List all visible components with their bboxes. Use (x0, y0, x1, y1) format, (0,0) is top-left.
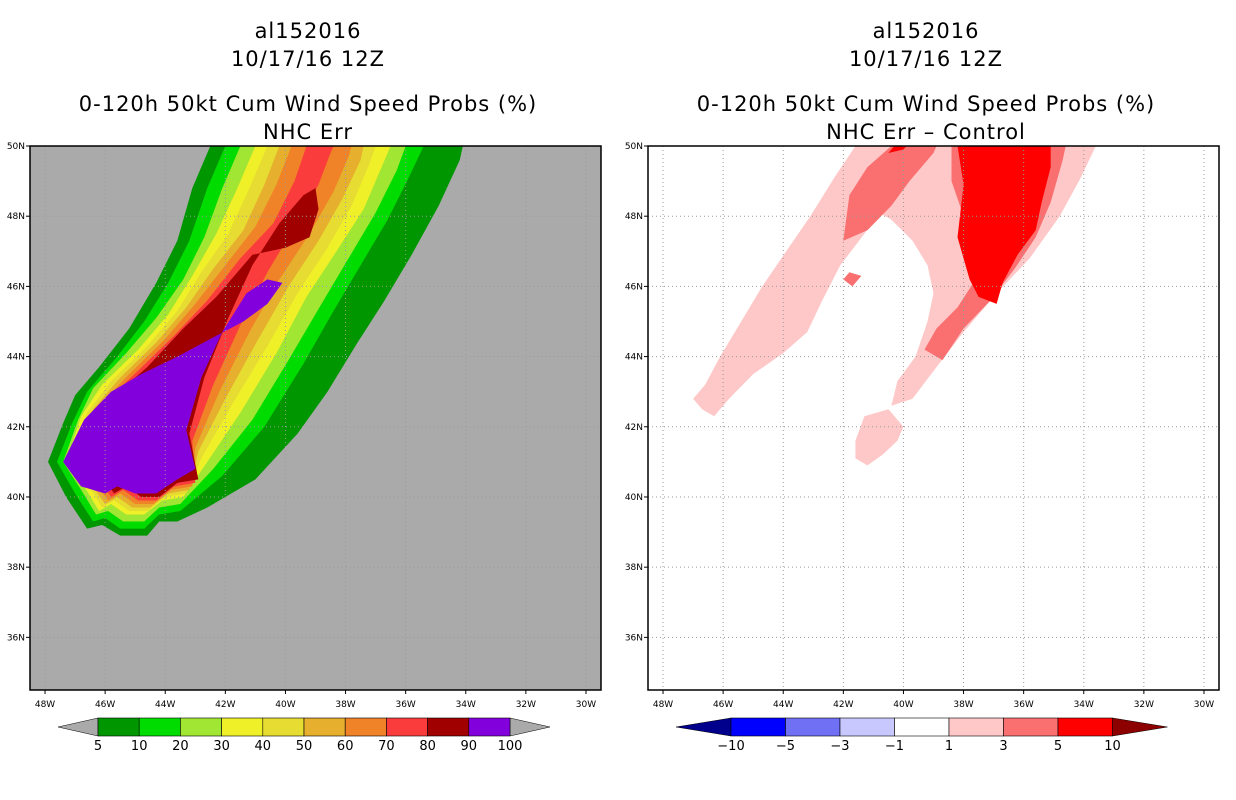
right-datetime: 10/17/16 12Z (848, 47, 1004, 71)
colorbar-label-0-0: 5 (94, 739, 102, 754)
y-tick-label-0-0: 36N (7, 633, 25, 643)
colorbar-box-1-1 (785, 717, 841, 737)
plot-frame-0 (29, 145, 602, 691)
y-tick-label-1-6: 48N (625, 212, 643, 222)
x-tick-label-1-6: 36W (1013, 700, 1033, 710)
colorbar-box-1-5 (1003, 717, 1059, 737)
grid-lines-0 (30, 145, 601, 690)
colorbar-label-0-1: 10 (131, 739, 148, 754)
x-tick-label-1-2: 44W (773, 700, 793, 710)
colorbar-box-1-4 (948, 717, 1004, 737)
colorbar-box-0-7 (386, 717, 428, 737)
x-tick-label-0-3: 42W (215, 700, 235, 710)
left-datetime: 10/17/16 12Z (230, 47, 386, 71)
y-tick-label-1-3: 42N (625, 423, 643, 433)
colorbar-box-0-9 (468, 717, 511, 737)
colorbar-label-0-8: 80 (419, 739, 436, 754)
colorbar-box-0-5 (303, 717, 346, 737)
region-1-5 (957, 146, 1051, 304)
colorbar-label-0-3: 30 (213, 739, 230, 754)
left-chart-title: 0-120h 50kt Cum Wind Speed Probs (%) (78, 92, 538, 116)
plot-frame-1 (647, 145, 1220, 691)
x-tick-label-1-3: 42W (833, 700, 853, 710)
colorbar-label-0-4: 40 (255, 739, 272, 754)
colorbar-label-1-0: −10 (717, 739, 744, 754)
y-tick-label-0-3: 42N (7, 423, 25, 433)
left-chart-subtitle: NHC Err (262, 120, 353, 144)
x-tick-label-1-8: 32W (1134, 700, 1154, 710)
y-tick-label-0-7: 50N (7, 142, 25, 152)
x-tick-label-1-9: 30W (1194, 700, 1214, 710)
colorbar-label-0-9: 90 (461, 739, 478, 754)
x-tick-label-0-4: 40W (275, 700, 295, 710)
x-tick-label-1-1: 46W (713, 700, 733, 710)
x-tick-label-0-7: 34W (456, 700, 476, 710)
colorbar-box-1-0 (730, 717, 786, 737)
region-1-2 (843, 146, 937, 241)
y-tick-label-1-1: 38N (625, 563, 643, 573)
left-storm-id: al152016 (254, 19, 362, 43)
x-tick-label-0-5: 38W (335, 700, 355, 710)
x-tick-label-1-7: 34W (1074, 700, 1094, 710)
region-1-6 (888, 146, 907, 153)
colorbar-label-1-1: −5 (776, 739, 795, 754)
colorbar-box-0-8 (427, 717, 470, 737)
x-tick-label-0-0: 48W (35, 700, 55, 710)
right-chart-title: 0-120h 50kt Cum Wind Speed Probs (%) (696, 92, 1156, 116)
colorbar-box-1-2 (839, 717, 895, 737)
x-tick-label-0-1: 46W (95, 700, 115, 710)
region-1-4 (843, 272, 862, 287)
grid-lines-1 (648, 145, 1219, 690)
colorbar-left-arrow-1 (675, 717, 732, 737)
y-tick-label-0-5: 46N (7, 282, 25, 292)
y-tick-label-1-0: 36N (625, 633, 643, 643)
y-tick-label-1-4: 44N (625, 353, 643, 363)
colorbar-box-1-6 (1057, 717, 1113, 737)
region-1-1 (855, 409, 904, 466)
x-tick-label-1-4: 40W (893, 700, 913, 710)
y-tick-label-0-1: 38N (7, 563, 25, 573)
region-0-9 (63, 279, 283, 494)
x-tick-label-0-6: 36W (395, 700, 415, 710)
colorbar-box-0-0 (97, 717, 140, 737)
colorbar-label-0-5: 50 (296, 739, 313, 754)
colorbar-label-0-6: 60 (337, 739, 354, 754)
x-tick-label-1-5: 38W (953, 700, 973, 710)
x-tick-label-0-8: 32W (516, 700, 536, 710)
colorbar-label-0-10: 100 (498, 739, 523, 754)
y-tick-label-1-2: 40N (625, 493, 643, 503)
right-chart-subtitle: NHC Err – Control (826, 120, 1026, 144)
colorbar-box-0-3 (221, 717, 264, 737)
colorbar-label-0-7: 70 (378, 739, 395, 754)
probability-regions-0 (48, 146, 463, 536)
probability-regions-1 (693, 146, 1096, 466)
y-tick-label-0-6: 48N (7, 212, 25, 222)
colorbar-right-arrow-1 (1112, 717, 1168, 737)
y-tick-label-1-5: 46N (625, 282, 643, 292)
x-tick-label-1-0: 48W (653, 700, 673, 710)
colorbar-label-1-7: 10 (1104, 739, 1121, 754)
colorbar-right-arrow-0 (509, 717, 551, 737)
colorbar-label-1-6: 5 (1054, 739, 1062, 754)
colorbar-box-0-4 (262, 717, 305, 737)
x-tick-label-0-2: 44W (155, 700, 175, 710)
colorbar-box-1-3 (894, 717, 950, 737)
y-tick-label-1-7: 50N (625, 142, 643, 152)
colorbar-box-0-1 (138, 717, 181, 737)
colorbar-box-0-6 (344, 717, 387, 737)
colorbar-label-1-3: −1 (885, 739, 904, 754)
colorbar-left-arrow-0 (57, 717, 99, 737)
colorbar-label-1-2: −3 (830, 739, 849, 754)
colorbar-label-1-4: 1 (945, 739, 953, 754)
x-tick-label-0-9: 30W (576, 700, 596, 710)
colorbar-label-0-2: 20 (172, 739, 189, 754)
colorbar-label-1-5: 3 (999, 739, 1007, 754)
y-tick-label-0-4: 44N (7, 353, 25, 363)
y-tick-label-0-2: 40N (7, 493, 25, 503)
colorbar-box-0-2 (180, 717, 222, 737)
right-storm-id: al152016 (872, 19, 980, 43)
